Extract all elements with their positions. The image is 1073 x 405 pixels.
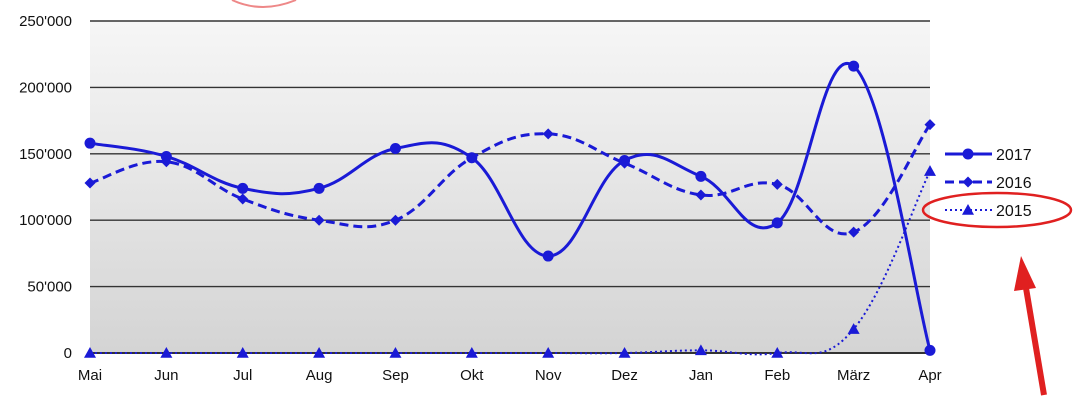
legend-entry-2015: 2015 — [945, 203, 1032, 220]
arrow-head — [1014, 256, 1036, 291]
data-point — [465, 347, 478, 358]
x-tick-label: Feb — [764, 367, 790, 384]
data-point — [389, 142, 401, 154]
data-point — [313, 347, 326, 358]
arrow-shaft — [1023, 287, 1047, 396]
data-point — [924, 165, 936, 176]
data-point — [695, 170, 707, 182]
data-point — [695, 189, 707, 201]
data-point — [313, 182, 325, 194]
legend-marker — [962, 204, 974, 215]
series-2016 — [84, 119, 936, 238]
legend-label: 2017 — [996, 147, 1032, 164]
y-tick-label: 100'000 — [19, 212, 72, 229]
data-point — [848, 226, 860, 238]
x-tick-label: März — [837, 367, 870, 384]
data-point — [771, 178, 783, 190]
legend-label: 2016 — [996, 175, 1032, 192]
x-tick-label: Okt — [460, 367, 484, 384]
x-tick-label: Aug — [306, 367, 333, 384]
data-point — [619, 157, 631, 169]
x-tick-label: Sep — [382, 367, 409, 384]
series-2017 — [84, 60, 936, 356]
data-point — [84, 177, 96, 189]
series-line — [89, 123, 932, 236]
data-point — [389, 214, 401, 226]
data-point — [313, 214, 325, 226]
plot-area — [90, 21, 930, 353]
y-tick-label: 150'000 — [19, 146, 72, 163]
data-point — [542, 128, 554, 140]
legend-marker — [962, 148, 974, 160]
series-line — [89, 61, 932, 351]
data-point — [618, 347, 631, 358]
partial-highlight-top — [231, 0, 297, 8]
x-tick-label: Mai — [78, 367, 102, 384]
y-tick-label: 200'000 — [19, 79, 72, 96]
legend-entry-2017: 2017 — [945, 147, 1032, 164]
data-point — [924, 119, 936, 131]
data-point — [84, 137, 96, 149]
annotation-layer — [231, 0, 1073, 396]
data-point — [389, 347, 402, 358]
highlight-ellipse — [921, 191, 1073, 229]
data-point — [236, 347, 249, 358]
legend-entry-2016: 2016 — [945, 175, 1032, 192]
data-point — [848, 60, 860, 72]
data-point — [237, 182, 249, 194]
y-axis-ticks: 0 50'000 100'000 150'000 200'000 250'000 — [19, 13, 72, 362]
x-tick-label: Dez — [611, 367, 638, 384]
data-point — [694, 344, 707, 356]
y-tick-label: 0 — [64, 345, 72, 362]
data-point — [542, 347, 555, 358]
data-point — [924, 344, 936, 356]
data-point — [237, 193, 249, 205]
x-axis-ticks: Mai Jun Jul Aug Sep Okt Nov Dez Jan Feb März Apr — [78, 367, 942, 384]
x-tick-label: Jun — [154, 367, 178, 384]
data-point — [466, 152, 478, 164]
data-point — [771, 347, 784, 358]
series-2015 — [84, 165, 936, 358]
x-tick-label: Apr — [918, 367, 941, 384]
legend-marker — [962, 176, 974, 188]
legend: 2017 2016 2015 — [945, 147, 1032, 220]
y-tick-label: 250'000 — [19, 13, 72, 30]
data-point — [847, 323, 860, 334]
data-point — [771, 217, 783, 229]
legend-label: 2015 — [996, 203, 1032, 220]
data-point — [160, 347, 173, 358]
data-point — [84, 347, 96, 358]
x-tick-label: Nov — [535, 367, 562, 384]
x-tick-label: Jul — [233, 367, 252, 384]
data-point — [542, 250, 554, 262]
data-point — [160, 156, 172, 168]
y-tick-label: 50'000 — [27, 279, 72, 296]
series-layer — [84, 60, 936, 358]
x-tick-label: Jan — [689, 367, 713, 384]
